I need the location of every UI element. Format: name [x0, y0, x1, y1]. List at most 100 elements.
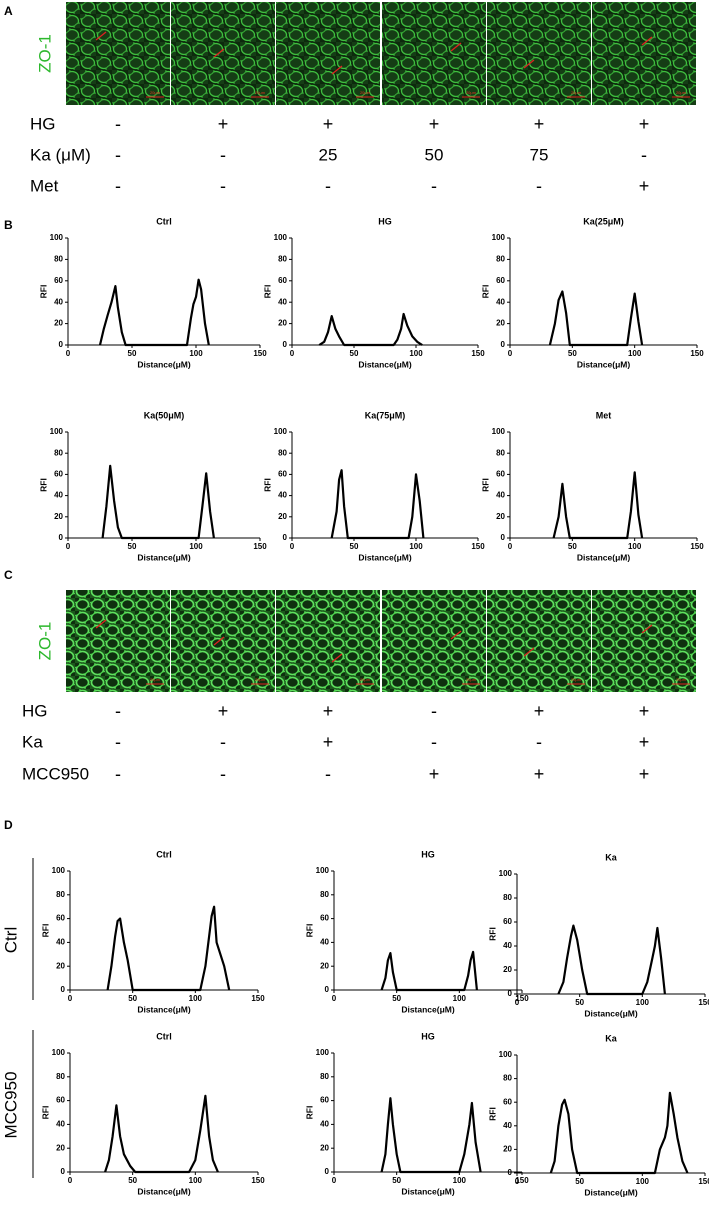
treatment-value: +: [429, 114, 440, 134]
x-axis-label: Distance(μM): [137, 552, 191, 562]
line-scan-marker: [523, 59, 535, 69]
y-tick-label: 100: [52, 866, 66, 875]
y-tick-label: 100: [316, 1048, 330, 1057]
y-tick-label: 80: [496, 448, 505, 457]
micrograph: [487, 590, 591, 692]
line-scan-marker: [331, 65, 343, 75]
y-tick-label: 20: [56, 1143, 65, 1152]
y-tick-label: 80: [503, 893, 512, 902]
x-axis-label: Distance(μM): [577, 552, 631, 562]
x-tick-label: 100: [636, 1177, 650, 1186]
treatment-value: +: [534, 114, 545, 134]
line-chart: HG RFI Distance(μM) 0 20 40 60 80 100 0 50 100 150: [262, 216, 485, 369]
treatment-value: +: [534, 764, 545, 784]
treatment-value: -: [536, 176, 542, 196]
x-tick-label: 150: [698, 998, 709, 1007]
micrograph: [592, 590, 696, 692]
y-tick-label: 100: [499, 869, 513, 878]
y-tick-label: 20: [54, 512, 63, 521]
x-axis-label: Distance(μM): [137, 1004, 191, 1014]
line-scan-marker: [213, 48, 225, 58]
y-tick-label: 100: [316, 866, 330, 875]
line-scan-marker: [95, 31, 107, 41]
line-scan-marker: [331, 653, 343, 663]
x-tick-label: 0: [290, 349, 295, 358]
x-tick-label: 50: [575, 998, 584, 1007]
x-axis-label: Distance(μM): [584, 1187, 638, 1197]
chart-title: Ka: [605, 852, 617, 862]
y-tick-label: 20: [320, 1143, 329, 1152]
treatment-value: 50: [425, 145, 444, 164]
intensity-line: [330, 469, 425, 540]
y-tick-label: 100: [274, 427, 288, 436]
y-tick-label: 0: [283, 340, 288, 349]
intensity-line: [557, 924, 666, 996]
y-tick-label: 60: [496, 470, 505, 479]
line-scan-marker: [450, 42, 462, 52]
x-axis-label: Distance(μM): [584, 1008, 638, 1018]
line-chart: Met RFI Distance(μM) 0 20 40 60 80 100 0 50 100 150: [480, 410, 704, 562]
scale-bar-label: 20μm: [360, 677, 371, 682]
y-tick-label: 40: [320, 938, 329, 947]
chart-title: HG: [378, 216, 392, 226]
y-axis-label: RFI: [304, 924, 314, 938]
micrograph: [276, 2, 380, 105]
line-chart: Ka RFI Distance(μM) 0 20 40 60 80 100 0 50 100 150: [487, 852, 709, 1018]
y-tick-label: 40: [496, 297, 505, 306]
line-scan-marker: [95, 619, 107, 629]
x-axis-label: Distance(μM): [401, 1004, 455, 1014]
y-tick-label: 20: [503, 1145, 512, 1154]
y-tick-label: 20: [278, 319, 287, 328]
treatment-value: -: [220, 764, 226, 784]
intensity-line: [106, 905, 231, 992]
x-axis-label: Distance(μM): [358, 552, 412, 562]
chart-title: Ctrl: [156, 216, 172, 226]
x-tick-label: 150: [251, 1176, 265, 1185]
y-tick-label: 40: [56, 938, 65, 947]
y-tick-label: 60: [320, 914, 329, 923]
y-axis-label: RFI: [480, 478, 490, 492]
treatment-value: -: [641, 145, 647, 165]
x-tick-label: 100: [636, 998, 650, 1007]
line-chart: HG RFI Distance(μM) 0 20 40 60 80 100 0 50 100 150: [304, 1031, 529, 1196]
y-tick-label: 60: [496, 276, 505, 285]
chart-title: HG: [421, 1031, 435, 1041]
y-tick-label: 0: [59, 533, 64, 542]
y-tick-label: 80: [54, 448, 63, 457]
x-tick-label: 100: [409, 542, 423, 551]
line-chart: Ka(50μM) RFI Distance(μM) 0 20 40 60 80 100 0 50 10…: [38, 410, 267, 562]
scale-bar-label: 20μm: [466, 677, 477, 682]
x-tick-label: 0: [515, 1177, 520, 1186]
row-label: HG: [30, 114, 56, 133]
treatment-value: +: [323, 701, 334, 721]
y-tick-label: 100: [492, 233, 506, 242]
x-tick-label: 50: [128, 994, 137, 1003]
line-chart: Ctrl RFI Distance(μM) 0 20 40 60 80 100 0 50 100 150: [40, 1031, 265, 1196]
x-tick-label: 50: [575, 1177, 584, 1186]
y-tick-label: 80: [320, 1072, 329, 1081]
y-tick-label: 60: [56, 1096, 65, 1105]
y-tick-label: 100: [274, 233, 288, 242]
y-tick-label: 0: [59, 340, 64, 349]
micrograph: [382, 2, 486, 105]
line-chart: Ctrl RFI Distance(μM) 0 20 40 60 80 100 0 50 100 150: [38, 216, 267, 369]
x-tick-label: 0: [68, 994, 73, 1003]
x-tick-label: 0: [66, 542, 71, 551]
x-tick-label: 150: [253, 542, 267, 551]
chart-title: Ka(75μM): [365, 410, 406, 420]
micrograph: [171, 590, 275, 692]
scale-bar-label: 20μm: [150, 90, 161, 95]
x-tick-label: 50: [128, 542, 137, 551]
chart-title: HG: [421, 849, 435, 859]
y-tick-label: 40: [503, 1121, 512, 1130]
treatment-value: +: [639, 701, 650, 721]
scale-bar-label: 20μm: [676, 677, 687, 682]
x-tick-label: 100: [628, 542, 642, 551]
x-tick-label: 100: [189, 542, 203, 551]
x-axis-label: Distance(μM): [137, 1186, 191, 1196]
y-tick-label: 80: [320, 890, 329, 899]
x-axis-label: Distance(μM): [401, 1186, 455, 1196]
y-tick-label: 0: [501, 533, 506, 542]
x-tick-label: 150: [515, 994, 529, 1003]
y-tick-label: 60: [54, 276, 63, 285]
